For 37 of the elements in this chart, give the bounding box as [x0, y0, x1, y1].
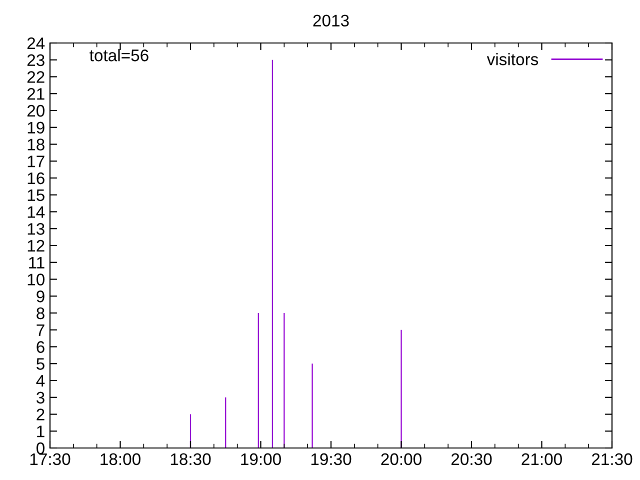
y-tick-label: 0 [36, 442, 44, 454]
annotation: total=56 [90, 49, 148, 62]
y-tick-label: 13 [28, 223, 44, 235]
x-tick-label: 18:30 [170, 453, 211, 466]
y-tick-label: 2 [36, 408, 44, 420]
y-tick-label: 20 [27, 104, 44, 117]
y-tick-label: 24 [27, 37, 45, 50]
chart-title: 2013 [313, 14, 349, 26]
y-tick-label: 22 [27, 71, 44, 83]
x-tick-label: 21:00 [522, 453, 562, 466]
y-tick-label: 19 [28, 122, 44, 134]
legend-label: visitors [486, 53, 538, 66]
y-tick-label: 9 [36, 290, 44, 302]
y-tick-label: 14 [28, 206, 45, 218]
y-tick-label: 7 [36, 324, 44, 336]
x-tick-label: 20:00 [381, 453, 422, 466]
y-tick-label: 8 [36, 307, 44, 320]
y-tick-label: 18 [28, 138, 44, 150]
y-tick-label: 5 [36, 358, 44, 370]
x-tick-label: 18:00 [100, 453, 140, 466]
x-tick-label: 19:30 [311, 453, 352, 466]
y-tick-label: 23 [27, 54, 44, 66]
x-tick-label: 19:00 [241, 453, 281, 466]
y-tick-label: 15 [28, 189, 44, 202]
x-tick-label: 21:30 [592, 453, 632, 466]
y-tick-label: 6 [36, 341, 44, 353]
y-tick-label: 17 [28, 156, 44, 168]
y-tick-label: 11 [29, 256, 44, 268]
y-tick-label: 16 [28, 172, 44, 184]
y-tick-label: 1 [37, 426, 44, 438]
x-tick-label: 20:30 [451, 453, 492, 466]
y-tick-label: 12 [28, 240, 44, 252]
y-tick-label: 10 [28, 274, 44, 286]
y-tick-label: 3 [36, 392, 44, 404]
y-tick-label: 4 [36, 375, 45, 387]
x-tick-label: 17:30 [30, 453, 70, 466]
y-tick-label: 21 [27, 88, 44, 100]
